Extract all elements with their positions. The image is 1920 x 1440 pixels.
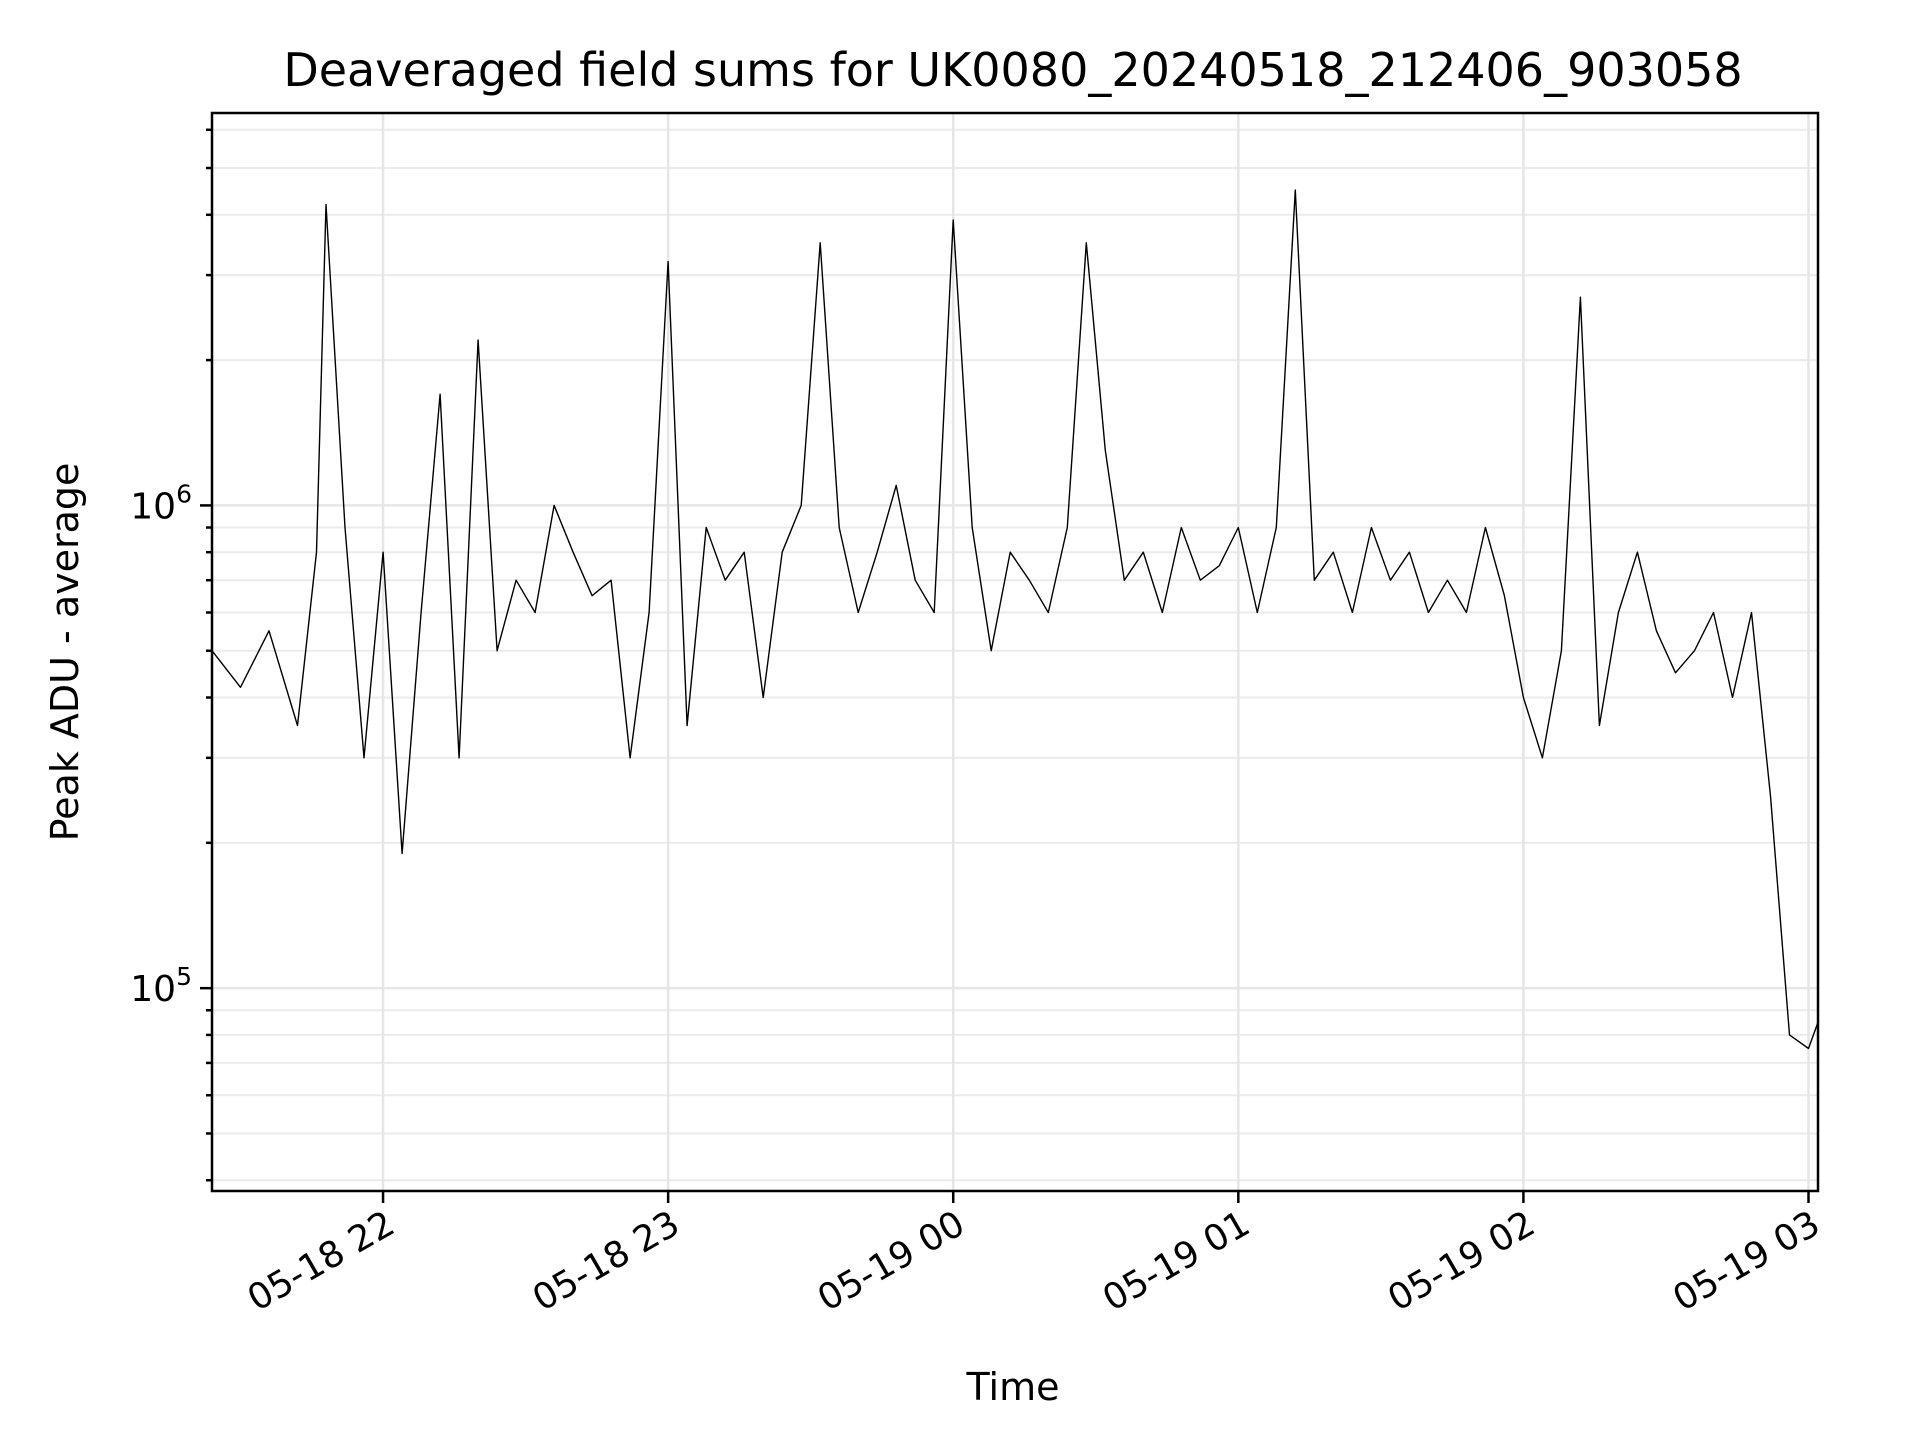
y-axis-label: Peak ADU - average	[43, 463, 87, 842]
y-tick-label: 106	[130, 479, 192, 527]
series-group	[211, 189, 1819, 1050]
y-axis: 105 106	[130, 128, 212, 1182]
chart-title: Deaveraged field sums for UK0080_2024051…	[283, 43, 1742, 97]
x-axis-label: Time	[966, 1365, 1060, 1409]
gridlines	[212, 113, 1818, 1191]
y-tick-label: 105	[130, 962, 192, 1010]
series-line	[211, 189, 1819, 1050]
plot-frame	[210, 111, 1820, 1193]
